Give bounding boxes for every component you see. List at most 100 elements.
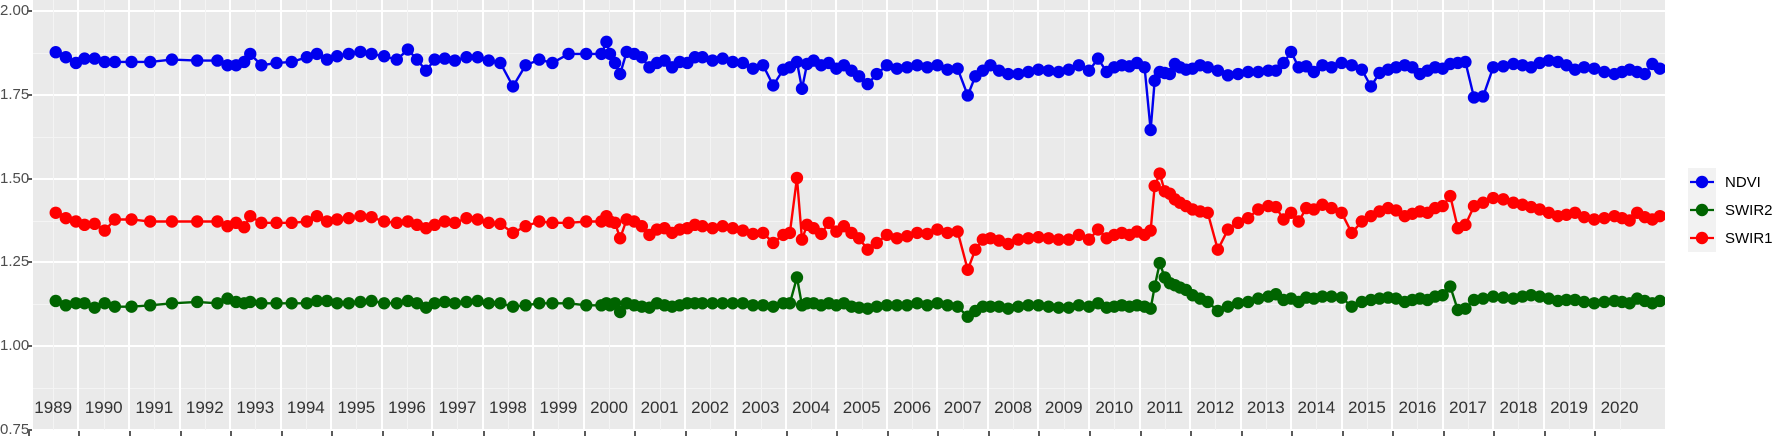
data-point bbox=[1148, 179, 1161, 193]
data-point bbox=[921, 227, 934, 241]
data-point bbox=[767, 79, 780, 92]
data-point bbox=[1284, 206, 1298, 219]
gridline-x-major bbox=[330, 0, 333, 430]
y-axis-tick-mark bbox=[27, 345, 32, 348]
data-point bbox=[746, 299, 760, 312]
data-point bbox=[562, 47, 575, 61]
data-point bbox=[88, 301, 101, 314]
data-point bbox=[533, 297, 546, 310]
x-axis-tick-mark bbox=[1089, 431, 1091, 436]
data-point bbox=[931, 223, 944, 236]
data-point bbox=[244, 295, 257, 309]
data-point bbox=[1231, 67, 1245, 81]
data-point bbox=[49, 46, 62, 59]
data-point bbox=[1588, 297, 1601, 310]
x-axis-tick-mark bbox=[129, 431, 131, 436]
data-point bbox=[244, 47, 257, 61]
y-axis-tick-label: 0.75 bbox=[0, 421, 30, 438]
x-axis-tick-mark bbox=[887, 431, 889, 436]
data-point bbox=[1467, 91, 1481, 104]
data-point bbox=[448, 54, 462, 67]
data-point bbox=[1201, 295, 1214, 309]
legend-item-label: NDVI bbox=[1725, 173, 1761, 191]
data-point bbox=[921, 61, 934, 74]
data-point bbox=[1476, 196, 1490, 209]
legend-item-swir1[interactable]: SWIR1 bbox=[1688, 224, 1773, 252]
data-point bbox=[635, 51, 649, 64]
data-point bbox=[1487, 61, 1500, 74]
data-point bbox=[767, 236, 780, 250]
data-point bbox=[911, 226, 924, 240]
data-point bbox=[1476, 90, 1490, 103]
x-axis-tick-label: 2016 bbox=[1398, 398, 1437, 417]
x-axis-tick-mark bbox=[1544, 431, 1546, 436]
data-point bbox=[746, 227, 760, 241]
data-point bbox=[861, 77, 874, 91]
data-point bbox=[78, 297, 91, 310]
x-axis-tick-label: 1995 bbox=[337, 398, 376, 417]
data-point bbox=[783, 297, 797, 310]
gridline-x-minor bbox=[761, 0, 762, 430]
x-axis-tick-label: 2020 bbox=[1600, 398, 1639, 417]
data-point bbox=[1252, 292, 1265, 305]
gridline-x-major bbox=[683, 0, 686, 430]
data-point bbox=[1444, 189, 1457, 203]
data-point bbox=[746, 62, 760, 75]
data-point bbox=[506, 226, 520, 240]
data-point bbox=[165, 215, 179, 228]
data-point bbox=[1072, 228, 1086, 242]
data-point bbox=[1241, 211, 1255, 225]
data-point bbox=[961, 89, 974, 102]
data-point bbox=[390, 216, 403, 230]
gridline-y-minor bbox=[33, 137, 1665, 138]
data-point bbox=[1335, 291, 1348, 304]
data-point bbox=[300, 297, 314, 310]
data-point bbox=[377, 50, 391, 63]
legend-key-swatch bbox=[1688, 196, 1716, 224]
data-point bbox=[736, 56, 750, 70]
x-axis-tick-mark bbox=[735, 431, 737, 436]
data-point bbox=[1292, 215, 1305, 228]
data-point bbox=[1588, 62, 1601, 75]
data-point bbox=[244, 209, 257, 223]
data-point bbox=[1487, 290, 1500, 303]
x-axis-tick-mark bbox=[786, 431, 788, 436]
y-axis-tick-mark bbox=[27, 261, 32, 264]
gridline-x-major bbox=[835, 0, 838, 430]
data-point bbox=[144, 55, 157, 69]
data-point bbox=[613, 232, 627, 245]
gridline-y-major bbox=[33, 177, 1665, 180]
legend-item-ndvi[interactable]: NDVI bbox=[1688, 168, 1773, 196]
gridline-y-major bbox=[33, 429, 1665, 430]
data-point bbox=[1042, 300, 1055, 313]
data-point bbox=[59, 211, 73, 225]
x-axis-tick-mark bbox=[1493, 431, 1495, 436]
gridline-x-minor bbox=[104, 0, 105, 430]
data-point bbox=[911, 297, 924, 310]
gridline-x-minor bbox=[154, 0, 155, 430]
gridline-x-major bbox=[784, 0, 787, 430]
data-point bbox=[494, 217, 507, 231]
data-point bbox=[726, 222, 739, 235]
gridline-x-minor bbox=[1215, 0, 1216, 430]
data-point bbox=[1355, 63, 1369, 76]
data-point bbox=[1211, 243, 1225, 256]
x-axis-tick-mark bbox=[28, 431, 30, 436]
data-point bbox=[365, 210, 378, 224]
x-axis-tick-label: 1997 bbox=[438, 398, 477, 417]
legend-item-swir2[interactable]: SWIR2 bbox=[1688, 196, 1773, 224]
y-axis-tick-label: 1.75 bbox=[0, 85, 30, 103]
data-point bbox=[1012, 300, 1025, 313]
data-point bbox=[880, 59, 894, 72]
data-point bbox=[911, 59, 924, 72]
data-point bbox=[390, 297, 403, 310]
data-point bbox=[354, 45, 367, 59]
data-point bbox=[1560, 293, 1573, 307]
x-axis-tick-label: 2002 bbox=[691, 398, 729, 417]
data-point bbox=[1082, 64, 1096, 77]
data-point bbox=[401, 43, 415, 56]
data-point bbox=[852, 232, 866, 245]
data-point bbox=[756, 226, 770, 240]
data-point bbox=[1252, 203, 1265, 216]
